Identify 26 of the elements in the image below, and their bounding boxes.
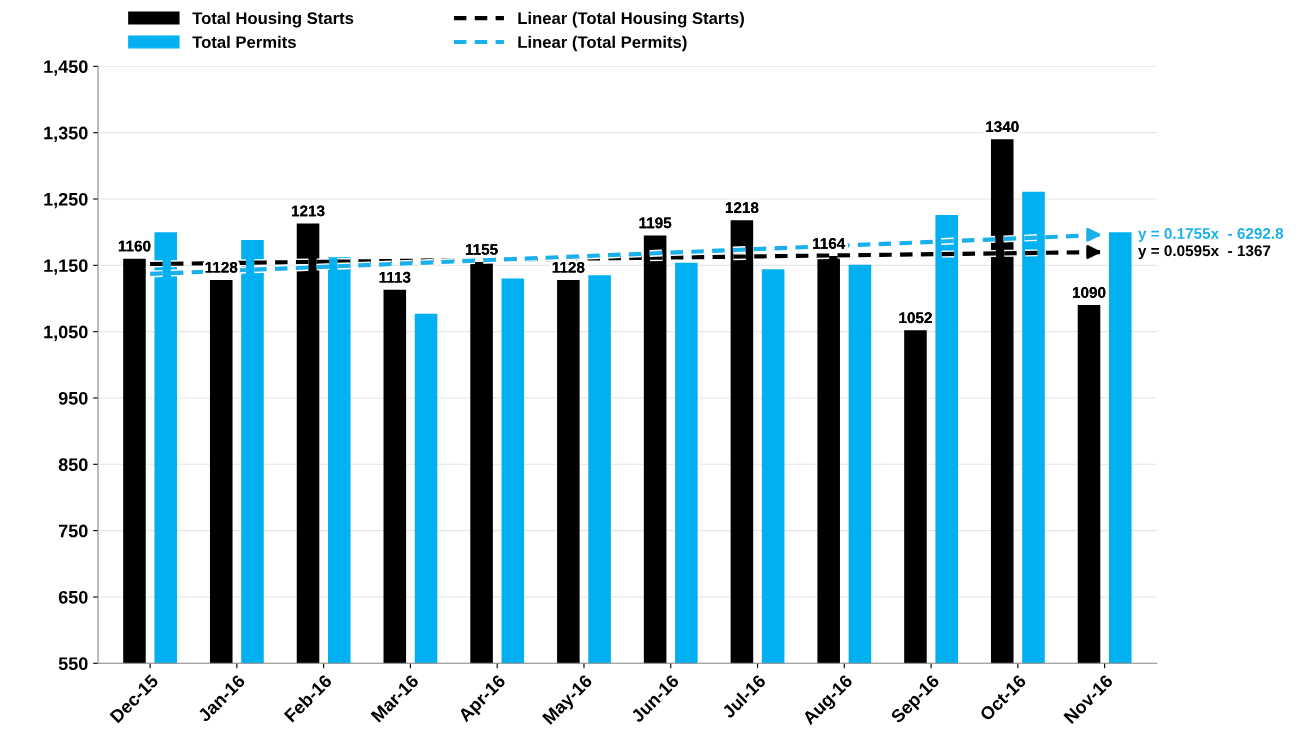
data-label: 1113 [379,271,411,283]
data-label: 1090 [1072,287,1106,298]
data-label: 1052 [899,312,932,324]
legend-label: Linear (Total Housing Starts) [518,11,744,28]
data-label: 1155 [465,244,498,255]
y-tick-label: 850 [58,458,88,472]
legend-label: Linear (Total Permits) [518,35,687,52]
data-label: 1195 [639,217,672,229]
y-tick-label: 950 [58,391,88,405]
y-tick-label: 1,150 [44,259,88,275]
data-label: 1213 [291,205,325,217]
y-tick-label: 650 [58,590,88,604]
data-label: 1160 [118,240,151,252]
y-tick-label: 550 [58,657,88,671]
y-tick-label: 1,250 [44,192,88,209]
data-label: 1340 [986,121,1019,133]
y-tick-label: 750 [58,524,88,538]
legend-label: Total Housing Starts [192,11,354,28]
y-tick-label: 1,350 [44,126,88,142]
legend-label: Total Permits [192,35,296,49]
data-label: 1128 [552,261,585,273]
y-tick-label: 1,050 [44,325,88,341]
data-label: 1218 [725,202,759,214]
annotation: y = 0.1755x - 6292.8 [1138,228,1284,242]
annotation: y = 0.0595x - 1367 [1138,245,1271,260]
y-tick-label: 1,450 [44,60,88,76]
